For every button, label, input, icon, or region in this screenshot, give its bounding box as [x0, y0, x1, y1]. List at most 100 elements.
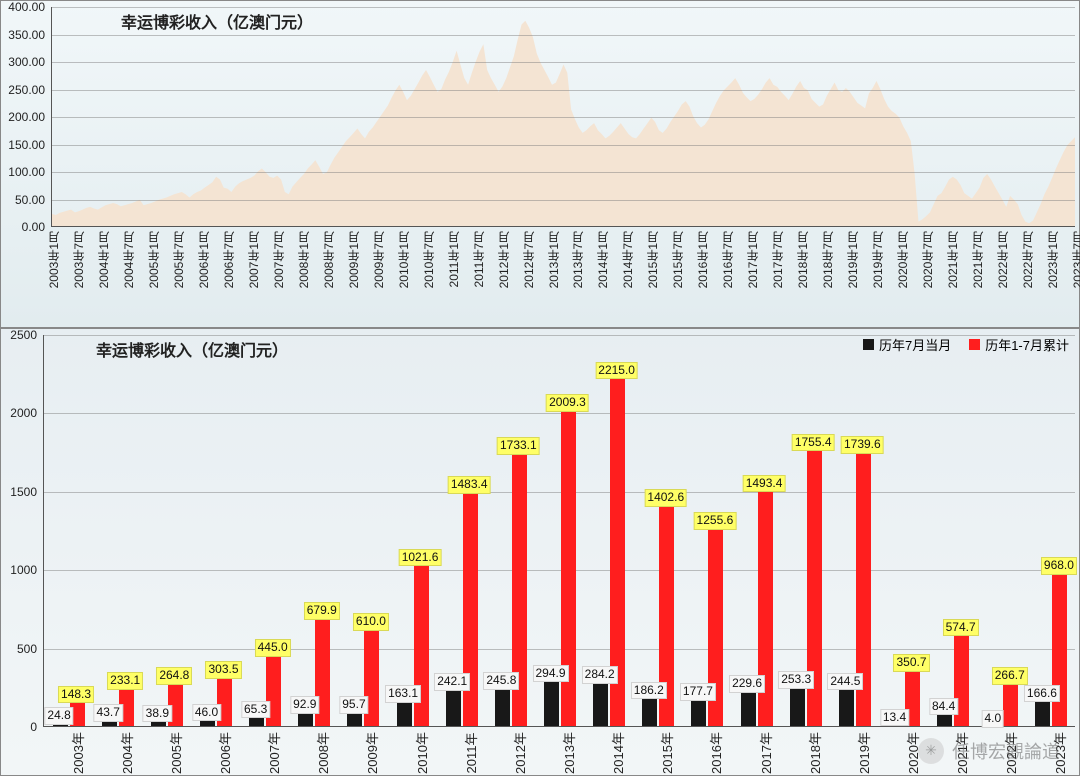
bottom-bar-chart: 幸运博彩收入（亿澳门元） 历年7月当月 历年1-7月累计 05001000150… — [0, 328, 1080, 776]
x-tick-label: 2011年 — [461, 733, 480, 774]
gridline — [52, 200, 1075, 201]
y-tick-label: 0.00 — [22, 220, 45, 234]
x-tick-label: 2006年 — [215, 732, 234, 774]
x-tick-label: 2014年1月 — [594, 231, 611, 288]
x-tick-label: 2018年7月 — [819, 231, 836, 288]
data-label-red: 303.5 — [205, 661, 241, 679]
gridline — [52, 117, 1075, 118]
data-label-black: 38.9 — [143, 705, 172, 723]
bar-red — [463, 493, 478, 726]
data-label-red: 1255.6 — [694, 512, 737, 530]
y-tick-label: 100.00 — [8, 165, 45, 179]
bar-black — [691, 698, 706, 726]
x-tick-label: 2007年 — [264, 732, 283, 774]
data-label-black: 24.8 — [44, 707, 73, 725]
data-label-red: 610.0 — [353, 613, 389, 631]
x-tick-label: 2003年1月 — [45, 231, 62, 288]
x-tick-label: 2020年1月 — [894, 231, 911, 288]
data-label-black: 244.5 — [827, 673, 863, 691]
y-tick-label: 2500 — [10, 328, 37, 342]
bar-black — [495, 687, 510, 726]
data-label-black: 294.9 — [532, 665, 568, 683]
y-tick-label: 250.00 — [8, 83, 45, 97]
x-tick-label: 2013年 — [559, 732, 578, 774]
x-tick-label: 2010年 — [412, 732, 431, 774]
bar-black — [544, 680, 559, 726]
x-tick-label: 2011年1月 — [445, 231, 462, 287]
x-tick-label: 2017年 — [756, 732, 775, 774]
x-tick-label: 2017年7月 — [769, 231, 786, 288]
bar-black — [1035, 700, 1050, 726]
watermark-icon: ✳ — [918, 738, 944, 764]
bar-red — [1052, 574, 1067, 726]
x-tick-label: 2009年 — [362, 732, 381, 774]
y-tick-label: 300.00 — [8, 55, 45, 69]
x-tick-label: 2005年7月 — [170, 231, 187, 288]
data-label-red: 2009.3 — [546, 394, 589, 412]
x-tick-label: 2019年 — [854, 732, 873, 774]
x-tick-label: 2016年7月 — [719, 231, 736, 288]
x-tick-label: 2010年7月 — [420, 231, 437, 288]
data-label-black: 46.0 — [192, 704, 221, 722]
data-label-red: 233.1 — [107, 672, 143, 690]
data-label-red: 1739.6 — [841, 436, 884, 454]
data-label-red: 574.7 — [943, 619, 979, 637]
x-tick-label: 2018年 — [805, 732, 824, 774]
x-tick-label: 2015年 — [657, 732, 676, 774]
y-tick-label: 150.00 — [8, 138, 45, 152]
data-label-red: 679.9 — [304, 602, 340, 620]
x-tick-label: 2007年7月 — [270, 231, 287, 288]
x-tick-label: 2016年 — [706, 732, 725, 774]
data-label-red: 2215.0 — [595, 362, 638, 380]
y-tick-label: 400.00 — [8, 0, 45, 14]
x-tick-label: 2008年1月 — [295, 231, 312, 288]
y-tick-label: 50.00 — [15, 193, 45, 207]
gridline — [52, 62, 1075, 63]
x-tick-label: 2020年7月 — [919, 231, 936, 288]
gridline — [52, 172, 1075, 173]
data-label-black: 163.1 — [385, 685, 421, 703]
x-tick-label: 2013年1月 — [545, 231, 562, 288]
data-label-black: 245.8 — [483, 672, 519, 690]
data-label-black: 284.2 — [582, 666, 618, 684]
bar-black — [397, 700, 412, 726]
bar-black — [446, 688, 461, 726]
x-tick-label: 2019年1月 — [844, 231, 861, 288]
x-tick-label: 2003年7月 — [70, 231, 87, 288]
x-tick-label: 2003年 — [68, 732, 87, 774]
y-tick-label: 200.00 — [8, 110, 45, 124]
x-tick-label: 2006年7月 — [220, 231, 237, 288]
x-tick-label: 2010年1月 — [395, 231, 412, 288]
x-tick-label: 2015年1月 — [644, 231, 661, 288]
data-label-red: 1402.6 — [644, 489, 687, 507]
data-label-black: 166.6 — [1024, 685, 1060, 703]
top-plot-area — [51, 7, 1075, 227]
area-path — [52, 21, 1075, 226]
x-tick-label: 2016年1月 — [694, 231, 711, 288]
x-tick-label: 2004年1月 — [95, 231, 112, 288]
x-tick-label: 2005年1月 — [145, 231, 162, 288]
x-tick-label: 2017年1月 — [744, 231, 761, 288]
data-label-black: 186.2 — [631, 682, 667, 700]
data-label-black: 253.3 — [778, 671, 814, 689]
x-tick-label: 2019年7月 — [869, 231, 886, 288]
x-tick-label: 2021年7月 — [969, 231, 986, 288]
x-tick-label: 2023年1月 — [1044, 231, 1061, 288]
gridline — [44, 413, 1075, 414]
x-tick-label: 2012年1月 — [495, 231, 512, 288]
y-tick-label: 2000 — [10, 406, 37, 420]
data-label-red: 1733.1 — [497, 437, 540, 455]
x-tick-label: 2012年 — [510, 732, 529, 774]
data-label-red: 264.8 — [156, 667, 192, 685]
x-tick-label: 2006年1月 — [195, 231, 212, 288]
data-label-black: 4.0 — [981, 710, 1004, 728]
bar-black — [790, 686, 805, 726]
data-label-black: 177.7 — [680, 683, 716, 701]
x-tick-label: 2014年 — [608, 732, 627, 774]
data-label-black: 84.4 — [929, 698, 958, 716]
top-area-chart: 幸运博彩收入（亿澳门元） 0.0050.00100.00150.00200.00… — [0, 0, 1080, 328]
x-tick-label: 2009年7月 — [370, 231, 387, 288]
x-tick-label: 2004年 — [117, 732, 136, 774]
x-tick-label: 2013年7月 — [569, 231, 586, 288]
x-tick-label: 2022年1月 — [994, 231, 1011, 288]
